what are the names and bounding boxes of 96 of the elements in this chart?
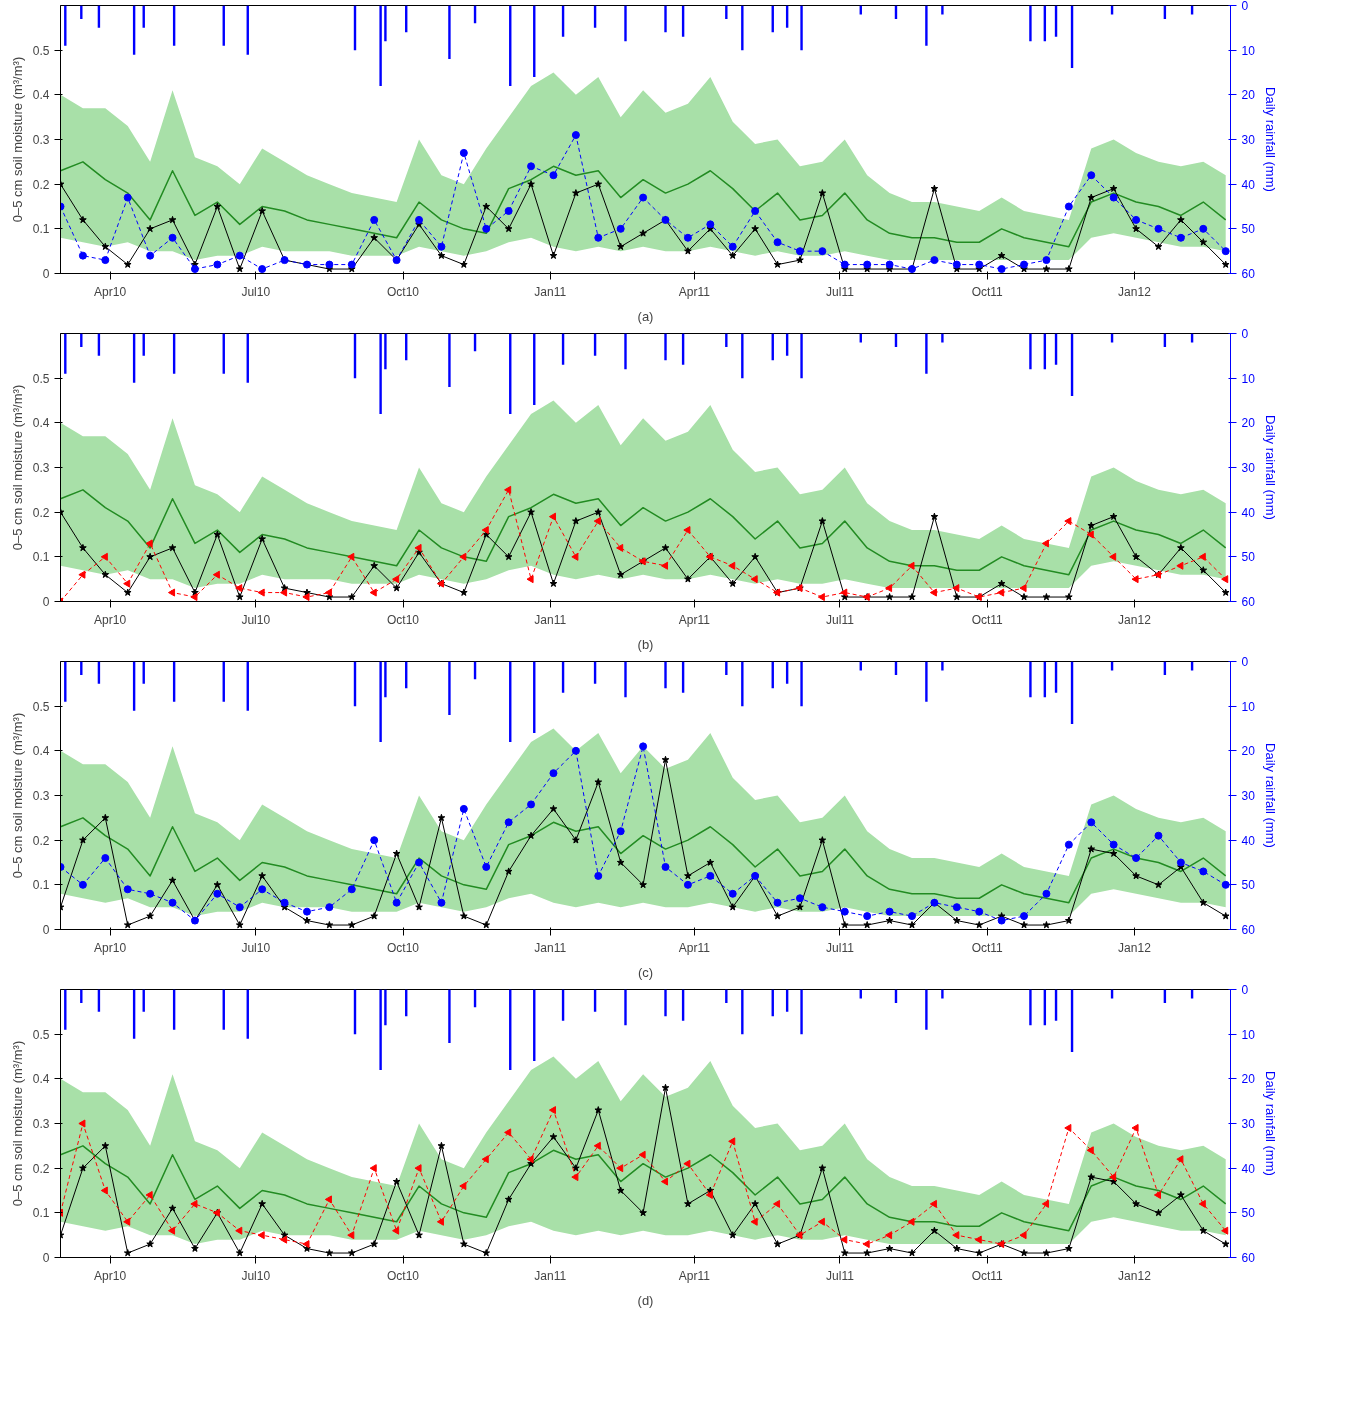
y-tick-label: 0.3	[32, 789, 50, 803]
y2-tick-label: 50	[1241, 222, 1256, 237]
y2-tick-label: 20	[1241, 88, 1256, 103]
y2-tick-label: 0	[1241, 0, 1249, 13]
x-tick-label: Jan12	[1118, 1268, 1152, 1283]
y2-tick-label: 40	[1241, 833, 1256, 848]
x-tick-label: Jan12	[1118, 940, 1152, 955]
y2-tick-label: 40	[1241, 1161, 1256, 1176]
y-tick-label: 0.5	[32, 699, 50, 714]
y-tick-label: 0.3	[32, 133, 50, 147]
text: (c)	[637, 964, 654, 980]
y-tick-label: 0.5	[32, 1027, 50, 1042]
y-tick-label: 0.1	[32, 222, 50, 237]
y-axis-title: 0–5 cm soil moisture (m³/m³)	[9, 56, 25, 223]
y2-axis-title: Daily rainfall (mm)	[1262, 415, 1278, 520]
y2-tick-label: 40	[1241, 177, 1256, 192]
x-tick-label: Oct11	[971, 284, 1004, 299]
x-tick-label: Jan11	[534, 284, 567, 299]
x-tick-label: Apr10	[94, 612, 127, 627]
y2-tick-label: 30	[1241, 133, 1256, 147]
y2-axis-title: Daily rainfall (mm)	[1262, 1071, 1278, 1176]
x-tick-label: Apr11	[678, 284, 711, 299]
y2-axis-title: Daily rainfall (mm)	[1262, 743, 1278, 848]
y2-tick-label: 50	[1241, 1206, 1256, 1221]
y2-tick-label: 10	[1241, 699, 1256, 714]
x-tick-label: Jul11	[826, 940, 855, 955]
x-tick-label: Apr10	[94, 1268, 127, 1283]
x-tick-label: Jan11	[534, 612, 567, 627]
y-tick-label: 0	[42, 923, 50, 937]
y2-tick-label: 60	[1241, 1251, 1256, 1265]
y2-tick-label: 60	[1241, 267, 1256, 281]
y-axis-title: 0–5 cm soil moisture (m³/m³)	[9, 1040, 25, 1207]
y2-tick-label: 0	[1241, 983, 1249, 997]
text: (a)	[637, 308, 654, 324]
y2-tick-label: 20	[1241, 1072, 1256, 1087]
y-tick-label: 0.4	[32, 416, 50, 431]
y2-tick-label: 50	[1241, 550, 1256, 565]
y2-tick-label: 0	[1241, 655, 1249, 669]
y-tick-label: 0.4	[32, 88, 50, 103]
x-tick-label: Oct11	[971, 940, 1004, 955]
text: (b)	[637, 636, 654, 652]
x-tick-label: Oct11	[971, 612, 1004, 627]
y2-tick-label: 20	[1241, 416, 1256, 431]
x-tick-label: Jul10	[241, 1268, 271, 1283]
y2-tick-label: 50	[1241, 878, 1256, 893]
y-tick-label: 0.5	[32, 371, 50, 386]
x-tick-label: Jan11	[534, 940, 567, 955]
x-tick-label: Apr10	[94, 284, 127, 299]
x-tick-label: Oct11	[971, 1268, 1004, 1283]
text: (d)	[637, 1292, 654, 1308]
y2-tick-label: 10	[1241, 43, 1256, 58]
y-tick-label: 0.4	[32, 1072, 50, 1087]
x-tick-label: Jul11	[826, 612, 855, 627]
y-axis-title: 0–5 cm soil moisture (m³/m³)	[9, 384, 25, 551]
x-tick-label: Jan12	[1118, 284, 1152, 299]
y-tick-label: 0.3	[32, 461, 50, 475]
x-tick-label: Oct10	[387, 1268, 420, 1283]
x-tick-label: Oct10	[387, 612, 420, 627]
x-tick-label: Jan11	[534, 1268, 567, 1283]
y-tick-label: 0.2	[32, 1161, 50, 1176]
x-tick-label: Jan12	[1118, 612, 1152, 627]
y-tick-label: 0.4	[32, 744, 50, 759]
y2-axis-title: Daily rainfall (mm)	[1262, 87, 1278, 192]
x-tick-label: Oct10	[387, 940, 420, 955]
y2-tick-label: 0	[1241, 327, 1249, 341]
x-tick-label: Apr10	[94, 940, 127, 955]
y-tick-label: 0	[42, 1251, 50, 1265]
y-tick-label: 0.1	[32, 550, 50, 565]
y2-tick-label: 30	[1241, 461, 1256, 475]
x-tick-label: Jul10	[241, 612, 271, 627]
y-tick-label: 0	[42, 267, 50, 281]
y-tick-label: 0.2	[32, 833, 50, 848]
y2-tick-label: 60	[1241, 923, 1256, 937]
y-tick-label: 0.3	[32, 1117, 50, 1131]
y2-tick-label: 40	[1241, 505, 1256, 520]
x-tick-label: Apr11	[678, 612, 711, 627]
y-tick-label: 0	[42, 595, 50, 609]
y2-tick-label: 10	[1241, 1027, 1256, 1042]
y-tick-label: 0.1	[32, 878, 50, 893]
y-tick-label: 0.5	[32, 43, 50, 58]
x-tick-label: Jul11	[826, 1268, 855, 1283]
x-tick-label: Apr11	[678, 940, 711, 955]
x-tick-label: Oct10	[387, 284, 420, 299]
y-tick-label: 0.1	[32, 1206, 50, 1221]
y2-tick-label: 30	[1241, 1117, 1256, 1131]
x-tick-label: Jul11	[826, 284, 855, 299]
y-axis-title: 0–5 cm soil moisture (m³/m³)	[9, 712, 25, 879]
y2-tick-label: 20	[1241, 744, 1256, 759]
y-tick-label: 0.2	[32, 505, 50, 520]
x-tick-label: Apr11	[678, 1268, 711, 1283]
y2-tick-label: 60	[1241, 595, 1256, 609]
y2-tick-label: 10	[1241, 371, 1256, 386]
y-tick-label: 0.2	[32, 177, 50, 192]
x-tick-label: Jul10	[241, 284, 271, 299]
x-tick-label: Jul10	[241, 940, 271, 955]
y2-tick-label: 30	[1241, 789, 1256, 803]
